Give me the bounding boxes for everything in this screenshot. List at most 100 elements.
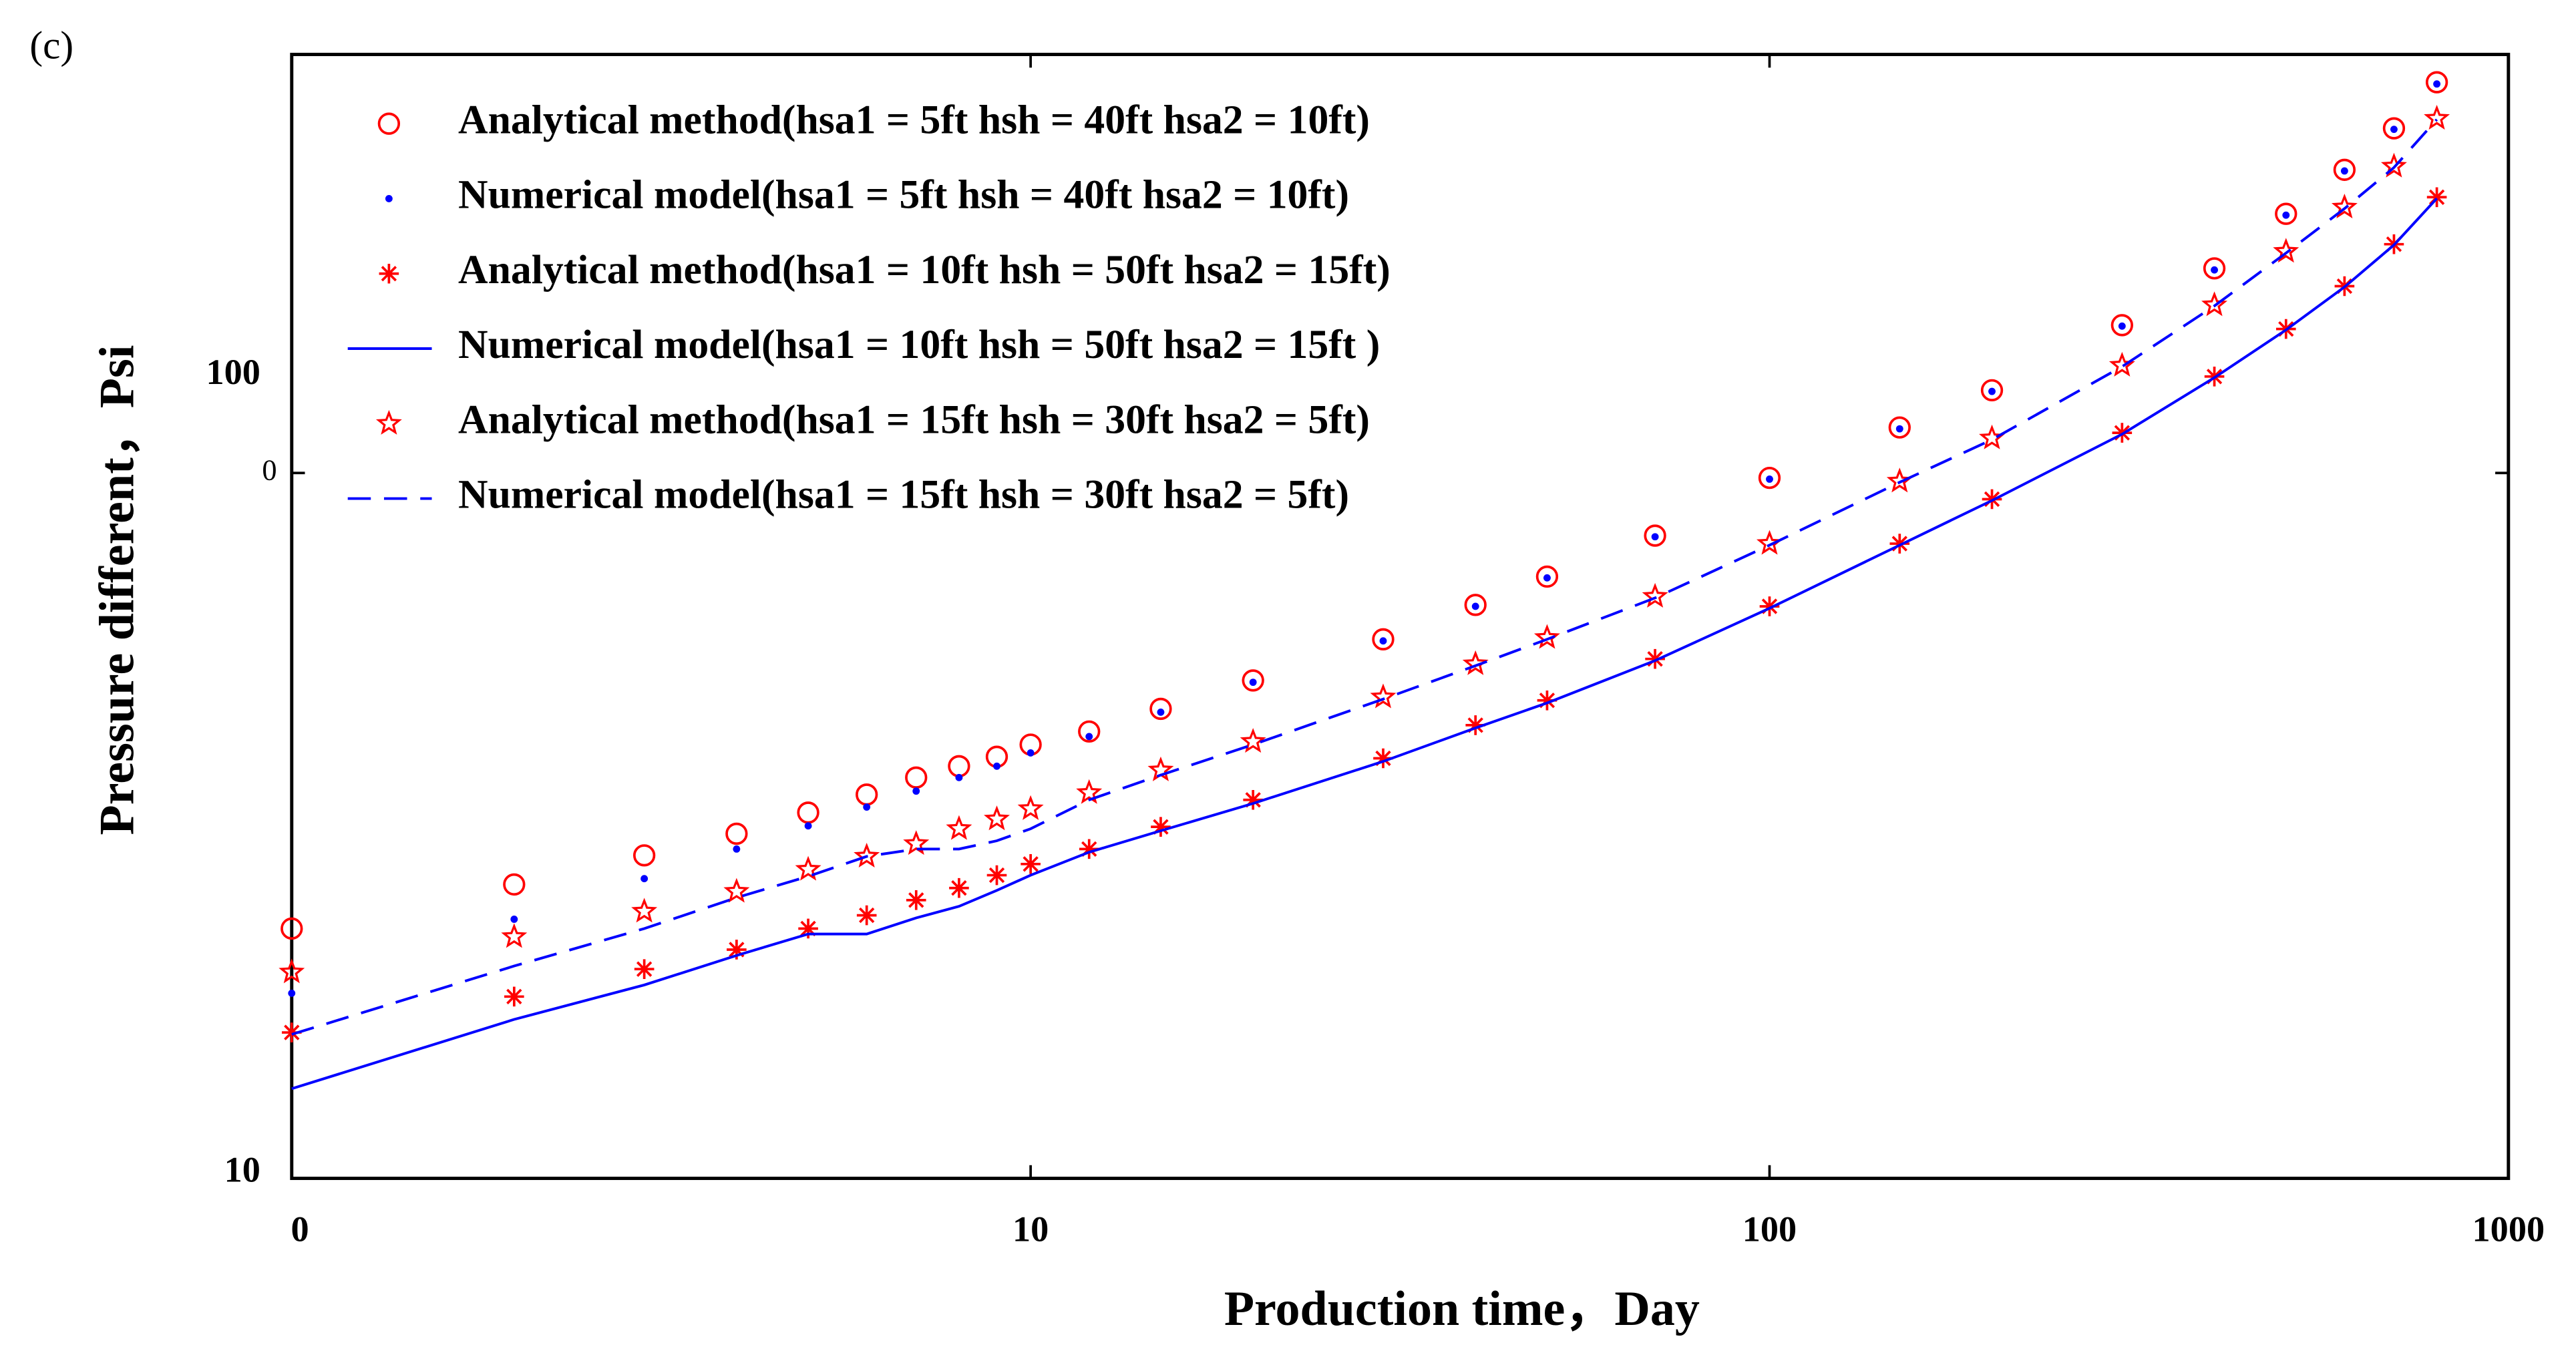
star-marker [854, 842, 880, 868]
circle-marker [905, 766, 928, 789]
circle-marker [1242, 669, 1264, 692]
circle-marker [281, 917, 303, 940]
dot-marker [2340, 167, 2348, 175]
dot-marker [385, 195, 393, 202]
asterisk-marker [906, 890, 926, 910]
star-marker [1240, 728, 1266, 753]
star-marker [375, 409, 402, 435]
asterisk-marker [856, 905, 877, 926]
star-marker [723, 878, 750, 903]
star-marker [946, 815, 972, 840]
star-marker [2380, 152, 2407, 178]
star-marker [2331, 193, 2358, 219]
circle-marker [503, 873, 526, 896]
star-marker [2424, 105, 2450, 130]
asterisk-marker [1079, 839, 1099, 859]
star-marker [1370, 683, 1397, 709]
star-marker [2273, 238, 2299, 263]
dot-marker [1249, 678, 1257, 687]
series-line [291, 118, 2438, 1036]
asterisk-marker [1889, 534, 1910, 554]
asterisk-marker [1465, 715, 1486, 735]
circle-marker [856, 783, 878, 806]
circle-marker [1644, 524, 1666, 547]
circle-marker [2382, 117, 2406, 140]
asterisk-marker [798, 918, 818, 939]
circle-marker [1758, 466, 1781, 490]
legend-label: Analytical method(hsa1 = 5ft hsh = 40ft … [458, 97, 1370, 142]
circle-marker [948, 755, 970, 777]
y-axis-label: Pressure different，Psi [90, 345, 145, 835]
asterisk-marker [986, 865, 1007, 886]
panel-label: (c) [29, 23, 73, 67]
asterisk-marker [2426, 187, 2447, 208]
star-marker [903, 830, 930, 855]
star-marker [795, 855, 821, 881]
asterisk-marker [634, 959, 655, 979]
circle-marker [2333, 158, 2356, 181]
star-marker [1533, 624, 1560, 649]
star-marker [2201, 291, 2228, 317]
star-marker [2108, 351, 2135, 377]
star-marker [631, 898, 658, 923]
circle-marker [1980, 379, 2004, 402]
legend-label: Analytical method(hsa1 = 10ft hsh = 50ft… [458, 247, 1391, 293]
x-tick-label: 10 [1013, 1209, 1049, 1249]
dot-marker [2433, 80, 2441, 88]
dot-marker [640, 875, 649, 883]
legend-label: Numerical model(hsa1 = 5ft hsh = 40ft hs… [458, 172, 1349, 218]
x-axis-label: Production time，Day [1224, 1282, 1700, 1336]
star-marker [984, 805, 1010, 831]
circle-marker [2203, 257, 2226, 280]
plot-frame [290, 53, 2511, 1180]
dot-marker [2211, 266, 2218, 274]
asterisk-marker [1021, 854, 1041, 874]
dot-marker [733, 845, 741, 853]
star-marker [501, 923, 528, 948]
asterisk-marker [727, 940, 747, 960]
circle-marker [1372, 628, 1395, 650]
asterisk-marker [504, 986, 524, 1007]
dot-marker [2118, 322, 2126, 330]
circle-marker [1078, 720, 1101, 743]
dot-marker [955, 773, 963, 781]
star-marker [1076, 779, 1103, 804]
circle-marker [1535, 565, 1559, 588]
x-tick-label: 1000 [2472, 1209, 2545, 1249]
asterisk-marker [1243, 789, 1263, 810]
asterisk-marker [281, 1022, 302, 1042]
dot-marker [1157, 709, 1165, 716]
dot-marker [1379, 637, 1387, 645]
legend-label: Analytical method(hsa1 = 15ft hsh = 30ft… [458, 397, 1370, 442]
dot-marker [2390, 126, 2398, 134]
circle-marker [2110, 314, 2133, 337]
dot-marker [1471, 602, 1479, 610]
asterisk-marker [379, 263, 399, 284]
circle-marker [2275, 202, 2297, 225]
circle-marker [1149, 697, 1172, 721]
dot-marker [2282, 211, 2290, 219]
dot-marker [1543, 574, 1551, 582]
series-line [291, 197, 2438, 1091]
legend-label: Numerical model(hsa1 = 15ft hsh = 30ft h… [458, 472, 1349, 518]
dot-marker [1895, 425, 1903, 433]
circle-marker [632, 844, 656, 867]
asterisk-marker [1645, 648, 1665, 669]
dot-marker [1027, 749, 1035, 757]
x-tick-label: 0 [291, 1209, 309, 1249]
asterisk-marker [1537, 690, 1557, 711]
dot-marker [1766, 475, 1773, 483]
dot-marker [288, 989, 296, 997]
asterisk-marker [1373, 748, 1393, 769]
dot-marker [510, 916, 518, 923]
asterisk-marker [949, 878, 969, 898]
dot-marker [1651, 533, 1659, 541]
dot-marker [804, 822, 812, 830]
circle-marker [1464, 594, 1487, 616]
star-marker [1642, 582, 1668, 608]
star-marker [1462, 650, 1489, 675]
dot-marker [863, 803, 871, 811]
dot-marker [1085, 733, 1093, 741]
annotation: 0 [262, 453, 277, 486]
dot-marker [1988, 387, 1996, 395]
